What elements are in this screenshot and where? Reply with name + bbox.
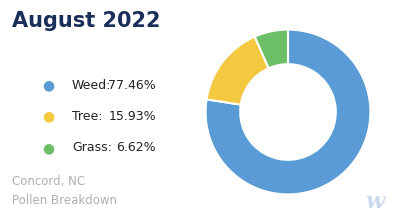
- Wedge shape: [206, 37, 269, 105]
- Text: ●: ●: [42, 78, 54, 92]
- Text: 6.62%: 6.62%: [116, 141, 156, 154]
- Text: ●: ●: [42, 141, 54, 155]
- Text: w: w: [365, 191, 384, 213]
- Text: Concord, NC
Pollen Breakdown: Concord, NC Pollen Breakdown: [12, 175, 117, 207]
- Text: 77.46%: 77.46%: [108, 79, 156, 92]
- Text: ●: ●: [42, 110, 54, 123]
- Wedge shape: [206, 30, 370, 194]
- Text: Grass:: Grass:: [72, 141, 112, 154]
- Wedge shape: [255, 30, 288, 68]
- Text: Tree:: Tree:: [72, 110, 102, 123]
- Text: August 2022: August 2022: [12, 11, 160, 31]
- Text: 15.93%: 15.93%: [108, 110, 156, 123]
- Text: Weed:: Weed:: [72, 79, 111, 92]
